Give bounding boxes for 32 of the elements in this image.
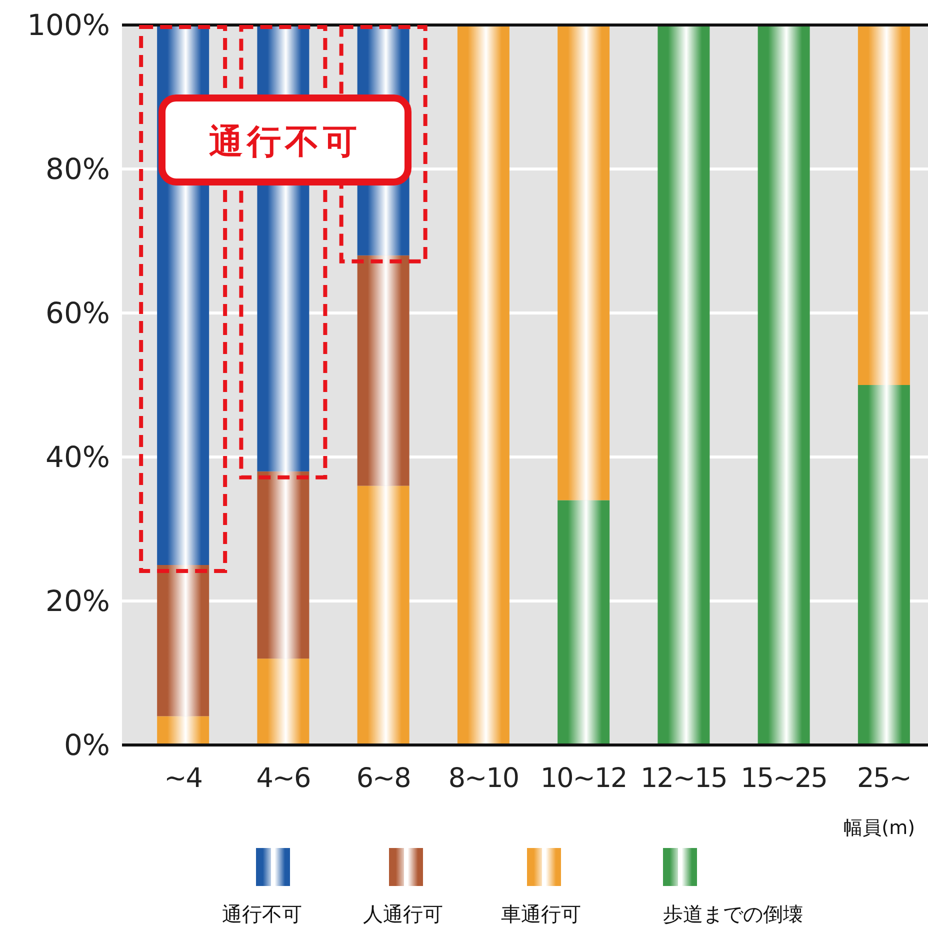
bar <box>658 25 710 745</box>
y-tick-label: 100% <box>27 8 110 42</box>
x-tick-label: 4~6 <box>256 763 310 794</box>
bar <box>858 25 910 385</box>
y-tick-label: 60% <box>46 296 110 330</box>
x-axis-title: 幅員(m) <box>844 817 915 839</box>
bar <box>858 385 910 745</box>
y-tick-label: 80% <box>46 152 110 186</box>
legend-label: 通行不可 <box>222 902 302 926</box>
bar <box>157 565 210 716</box>
x-tick-label: 25~ <box>856 763 911 794</box>
x-tick-label: 15~25 <box>740 763 827 794</box>
legend-label: 車通行可 <box>501 902 581 926</box>
y-tick-label: 0% <box>64 728 110 762</box>
bar <box>257 471 310 659</box>
x-tick-label: 12~15 <box>640 763 727 794</box>
legend-label: 人通行可 <box>363 902 443 926</box>
bar <box>357 486 410 745</box>
y-tick-label: 20% <box>46 584 110 618</box>
legend-label: 歩道までの倒壊 <box>663 902 803 926</box>
bar <box>758 25 810 745</box>
bar <box>457 25 510 745</box>
bar <box>558 500 610 745</box>
x-tick-label: 10~12 <box>540 763 627 794</box>
x-tick-label: 6~8 <box>356 763 410 794</box>
bar <box>157 716 210 745</box>
x-tick-label: ~4 <box>164 763 202 794</box>
bar <box>257 658 310 745</box>
annotation: 通行不可 <box>209 122 361 162</box>
bar <box>558 25 610 500</box>
y-tick-label: 40% <box>46 440 110 474</box>
x-tick-label: 8~10 <box>448 763 519 794</box>
